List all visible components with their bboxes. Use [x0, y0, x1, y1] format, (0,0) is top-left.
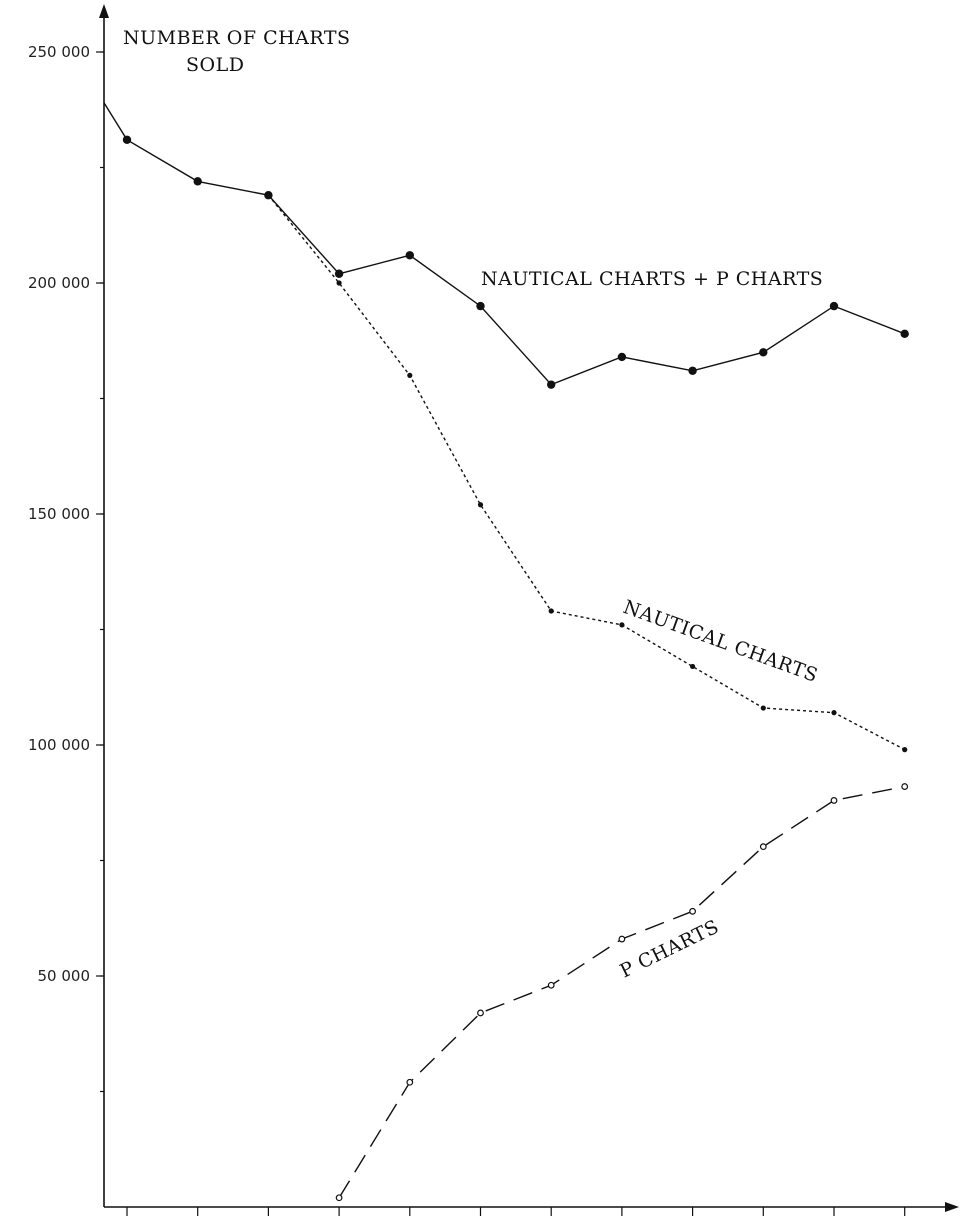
data-point: [759, 348, 768, 357]
series-label-p-charts: P CHARTS: [617, 916, 723, 983]
y-tick-label: 150 000: [28, 505, 90, 523]
series-group: [265, 192, 908, 753]
data-point: [829, 301, 839, 311]
data-point: [618, 935, 626, 943]
y-tick-label: 200 000: [28, 274, 90, 292]
y-tick-label: 100 000: [28, 736, 90, 754]
x-ticks: [126, 1207, 906, 1216]
data-point: [193, 177, 202, 186]
data-point: [760, 705, 766, 711]
chart-title-line-1: NUMBER OF CHARTS: [123, 27, 351, 49]
series-line: [338, 785, 905, 1199]
series-group: [335, 783, 909, 1202]
data-point: [548, 608, 554, 614]
data-point: [122, 135, 132, 144]
data-point: [689, 907, 696, 915]
series-label-total: NAUTICAL CHARTS + P CHARTS: [481, 268, 823, 290]
data-point: [406, 1078, 414, 1086]
data-point: [900, 329, 909, 339]
labels: NUMBER OF CHARTS SOLD NAUTICAL CHARTS + …: [123, 27, 823, 982]
data-point: [334, 269, 344, 278]
y-tick-label: 250 000: [28, 43, 90, 61]
series-layer: [103, 102, 909, 1202]
series-line: [103, 102, 905, 386]
data-point: [477, 502, 484, 508]
series-line: [267, 194, 906, 751]
data-point: [547, 380, 556, 389]
data-point: [617, 352, 627, 362]
data-point: [830, 797, 838, 804]
data-point: [265, 192, 271, 198]
data-point: [405, 251, 414, 260]
data-point: [831, 710, 837, 716]
data-point: [336, 280, 342, 286]
axes: [99, 4, 959, 1212]
data-point: [335, 1194, 343, 1202]
y-ticks: 50 000 100 000 150 000 200 000 250 000: [28, 43, 104, 1093]
data-point: [547, 981, 555, 989]
data-point: [690, 663, 696, 670]
data-point: [901, 783, 909, 790]
data-point: [902, 747, 908, 753]
data-point: [477, 1009, 484, 1017]
series-label-nautical: NAUTICAL CHARTS: [620, 596, 821, 687]
data-point: [619, 622, 625, 628]
data-point: [688, 366, 697, 375]
series-group: [103, 102, 909, 389]
chart-title-line-2: SOLD: [186, 54, 244, 76]
data-point: [476, 301, 485, 311]
data-point: [407, 372, 413, 378]
data-point: [759, 843, 767, 851]
y-tick-label: 50 000: [38, 967, 91, 985]
x-axis-arrow-icon: [945, 1202, 959, 1212]
y-axis-arrow-icon: [99, 4, 109, 18]
